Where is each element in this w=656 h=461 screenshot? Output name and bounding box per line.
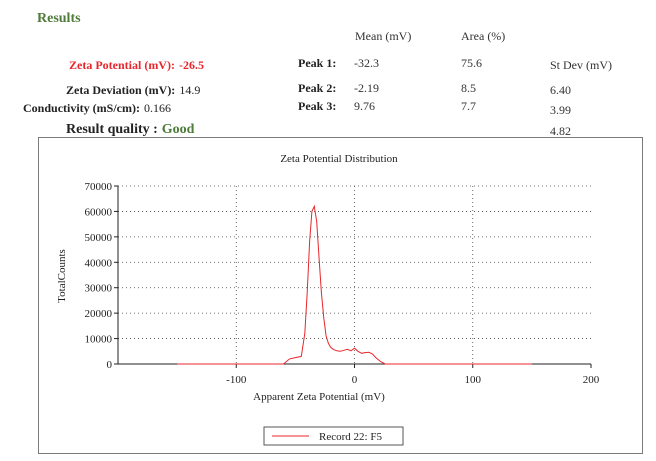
y-axis-label: TotalCounts [56,249,68,303]
y-tick-label: 30000 [85,283,113,295]
zeta-potential-label: Zeta Potential (mV): [69,58,175,72]
peak-3-mean: 9.76 [354,99,375,113]
zeta-deviation-label: Zeta Deviation (mV): [66,83,176,97]
zeta-deviation-row: Zeta Deviation (mV): 14.9 [66,81,200,99]
peak-3-area: 7.7 [461,99,476,113]
chart-panel: Zeta Potential Distribution -100 0 100 200 … [38,137,643,454]
chart-series [177,204,532,365]
x-axis-label: Apparent Zeta Potential (mV) [253,391,385,403]
peak-2-area: 8.5 [461,81,476,95]
conductivity-label: Conductivity (mS/cm): [23,101,140,115]
x-tick-label: 0 [352,374,358,386]
x-tick-label: 200 [583,374,600,386]
results-title: Results [37,11,81,26]
peak-1-mean: -32.3 [354,56,379,70]
zeta-deviation-value: 14.9 [179,83,201,97]
peak-2-stdev: 3.99 [550,103,571,117]
peak-2-mean: -2.19 [354,81,379,95]
x-tick-label: -100 [226,374,247,386]
peak-1-label: Peak 1: [298,56,337,70]
y-tick-label: 50000 [85,232,113,244]
x-axis-ticks: -100 0 100 200 [226,364,600,386]
area-header: Area (%) [461,29,506,43]
chart-grid [118,185,591,364]
y-tick-label: 40000 [85,257,113,269]
legend-label: Record 22: F5 [319,431,382,443]
series-line-1 [177,204,532,365]
peak-1-area: 75.6 [461,56,482,70]
peak-2-label: Peak 2: [298,81,337,95]
y-tick-label: 70000 [85,181,113,193]
y-axis-ticks: 0 10000 20000 30000 40000 50000 60000 70000 [85,181,118,371]
zeta-distribution-chart: Zeta Potential Distribution -100 0 100 200 … [56,153,600,446]
y-tick-label: 60000 [85,206,113,218]
stdev-header: St Dev (mV) [550,58,612,72]
peak-3-label: Peak 3: [298,99,337,113]
zeta-potential-row: Zeta Potential (mV): -26.5 [69,56,204,74]
peak-1-stdev: 6.40 [550,83,571,97]
x-tick-label: 100 [465,374,482,386]
result-quality-label: Result quality : [66,122,158,137]
y-tick-label: 10000 [85,334,113,346]
mean-header: Mean (mV) [355,29,412,43]
y-tick-label: 20000 [85,308,113,320]
result-quality-row: Result quality : Good [66,120,194,138]
conductivity-value: 0.166 [144,101,171,115]
chart-title: Zeta Potential Distribution [280,153,398,165]
result-quality-value: Good [161,122,195,137]
legend-box [263,426,404,446]
y-tick-label: 0 [107,359,113,371]
peak-3-stdev: 4.82 [550,124,571,138]
zeta-potential-value: -26.5 [178,58,204,72]
conductivity-row: Conductivity (mS/cm): 0.166 [23,99,171,117]
